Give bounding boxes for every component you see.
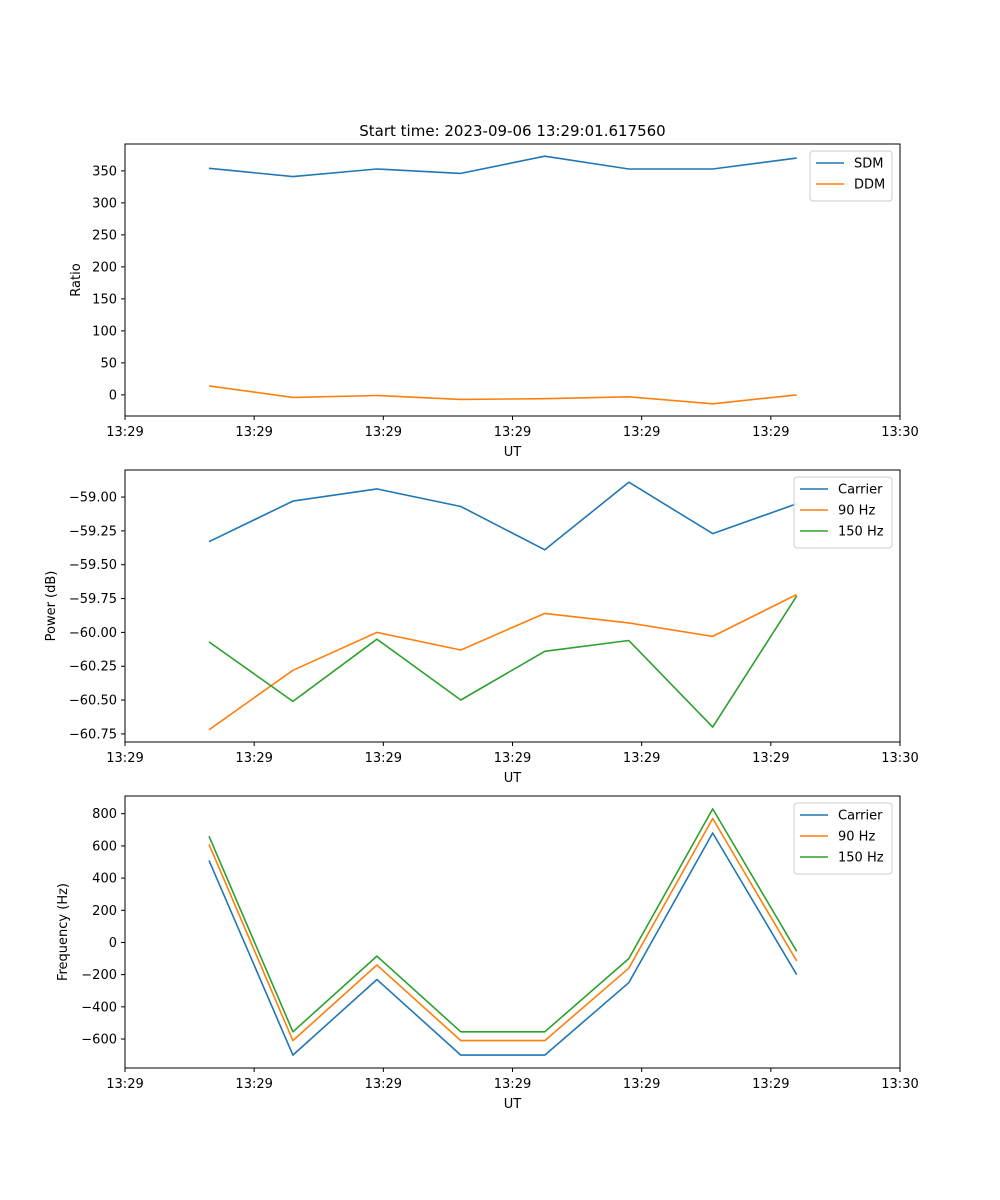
y-tick-label: 400 (92, 872, 117, 887)
y-tick-label: 800 (92, 807, 117, 822)
y-tick-label: −200 (81, 968, 117, 983)
x-tick-label: 13:29 (752, 425, 789, 440)
x-tick-label: 13:30 (881, 751, 918, 766)
figure-title: Start time: 2023-09-06 13:29:01.617560 (359, 122, 665, 140)
y-tick-label: 50 (100, 356, 117, 371)
x-axis-label: UT (504, 445, 522, 460)
series-line-carrier (208, 832, 798, 1056)
y-tick-label: −600 (81, 1033, 117, 1048)
y-axis-label: Power (dB) (44, 571, 59, 642)
series-line-90-hz (208, 817, 798, 1042)
y-tick-label: −59.00 (69, 491, 117, 506)
legend-label: 90 Hz (838, 830, 875, 845)
y-tick-label: 0 (109, 936, 117, 951)
legend: Carrier 90 Hz 150 Hz (793, 802, 893, 875)
y-tick-label: −400 (81, 1000, 117, 1015)
y-tick-label: 0 (109, 388, 117, 403)
x-tick-label: 13:29 (623, 425, 660, 440)
plot-frame (124, 469, 901, 743)
x-axis-label: UT (504, 771, 522, 786)
series-line-sdm (208, 155, 797, 178)
series-line-carrier (208, 481, 797, 551)
x-tick-label: 13:29 (106, 751, 143, 766)
chart-panel-1: 13:29 13:29 13:29 13:29 13:29 13:29 13:30 0 50 10… (69, 143, 919, 460)
plot-frame (124, 143, 901, 417)
chart-panel-2: 13:29 13:29 13:29 13:29 13:29 13:29 13:30 −59.0… (44, 469, 919, 786)
x-tick-label: 13:30 (881, 1077, 918, 1092)
y-tick-label: 350 (92, 164, 117, 179)
y-tick-label: −60.75 (69, 727, 117, 742)
series-line-150-hz (208, 595, 798, 728)
x-tick-label: 13:29 (494, 751, 531, 766)
x-tick-label: 13:30 (881, 425, 918, 440)
x-tick-label: 13:29 (235, 751, 272, 766)
x-tick-label: 13:29 (235, 1077, 272, 1092)
charts-container: 13:29 13:29 13:29 13:29 13:29 13:29 13:30 0 50 10… (44, 143, 919, 1112)
x-tick-label: 13:29 (494, 1077, 531, 1092)
x-tick-label: 13:29 (623, 751, 660, 766)
y-axis-label: Ratio (69, 263, 84, 296)
y-tick-label: −60.00 (69, 626, 117, 641)
y-tick-label: −59.25 (69, 524, 117, 539)
legend: SDM DDM (809, 150, 893, 202)
legend-label: Carrier (838, 809, 883, 824)
y-tick-label: −59.50 (69, 558, 117, 573)
legend-label: 90 Hz (838, 504, 875, 519)
y-tick-label: −59.75 (69, 592, 117, 607)
y-axis-label: Frequency (Hz) (56, 883, 71, 981)
y-tick-label: 300 (92, 196, 117, 211)
y-tick-label: −60.25 (69, 660, 117, 675)
x-tick-label: 13:29 (106, 425, 143, 440)
legend-label: DDM (854, 178, 885, 193)
plot-frame (124, 795, 901, 1069)
x-tick-label: 13:29 (494, 425, 531, 440)
x-tick-label: 13:29 (365, 1077, 402, 1092)
y-tick-label: 150 (92, 292, 117, 307)
legend-label: 150 Hz (838, 851, 884, 866)
series-line-90-hz (208, 593, 798, 731)
legend-label: 150 Hz (838, 525, 884, 540)
legend-label: Carrier (838, 483, 883, 498)
x-tick-label: 13:29 (365, 751, 402, 766)
x-axis-label: UT (504, 1097, 522, 1112)
y-tick-label: 100 (92, 324, 117, 339)
x-tick-label: 13:29 (623, 1077, 660, 1092)
legend: Carrier 90 Hz 150 Hz (793, 476, 893, 549)
chart-panel-3: 13:29 13:29 13:29 13:29 13:29 13:29 13:30 800 60… (56, 795, 919, 1112)
x-tick-label: 13:29 (106, 1077, 143, 1092)
x-tick-label: 13:29 (752, 1077, 789, 1092)
y-tick-label: 250 (92, 228, 117, 243)
x-tick-label: 13:29 (235, 425, 272, 440)
y-tick-label: −60.50 (69, 694, 117, 709)
series-line-ddm (208, 385, 797, 405)
y-tick-label: 600 (92, 839, 117, 854)
x-tick-label: 13:29 (752, 751, 789, 766)
y-tick-label: 200 (92, 904, 117, 919)
y-tick-label: 200 (92, 260, 117, 275)
series-line-150-hz (208, 808, 798, 1033)
legend-label: SDM (854, 157, 883, 172)
x-tick-label: 13:29 (365, 425, 402, 440)
